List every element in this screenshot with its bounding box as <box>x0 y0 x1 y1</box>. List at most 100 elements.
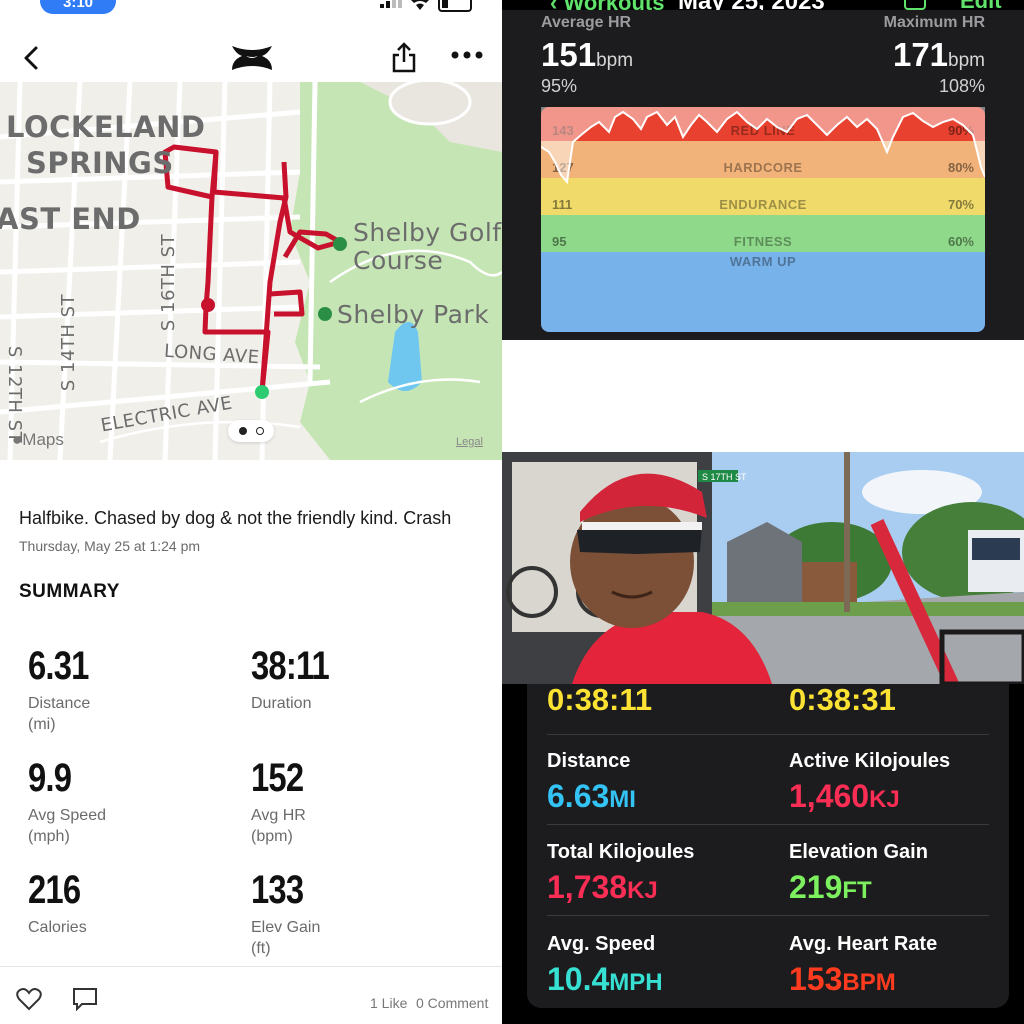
stat-avg-hr: 152 Avg HR (bpm) <box>251 756 451 847</box>
zone-name: ENDURANCE <box>719 197 807 212</box>
hr-zones-chart: 143 RED LINE 90% 127 HARDCORE 80% 111 EN… <box>541 107 985 332</box>
stat-value: 216 <box>28 868 81 912</box>
divider <box>547 734 989 735</box>
apple-logo-icon: ● <box>12 430 23 449</box>
route-map[interactable]: LOCKELAND SPRINGS AST END S 16TH ST S 14… <box>0 82 502 460</box>
page-dot-inactive <box>255 427 264 435</box>
workout-time: 0:38:11 <box>547 684 653 717</box>
selfie-photo: S 17TH ST <box>502 452 1024 684</box>
post-footer: 1 Like 0 Comment <box>0 966 502 1024</box>
street-sign-text: S 17TH ST <box>702 472 747 482</box>
stat-unit: (mph) <box>28 828 70 845</box>
likes-count[interactable]: 1 Like <box>370 995 408 1011</box>
stat-value: 133 <box>251 868 304 912</box>
stat-unit: (mi) <box>28 716 56 733</box>
under-armour-logo-icon <box>232 46 272 70</box>
edit-button[interactable]: Edit <box>960 0 1002 13</box>
metric-value-avg-hr: 153BPM <box>789 961 896 997</box>
map-label-course: Course <box>353 246 444 275</box>
comment-icon[interactable] <box>72 987 98 1011</box>
cellular-signal-icon <box>380 0 402 8</box>
max-hr-percent: 108% <box>938 76 985 96</box>
top-nav <box>0 36 502 80</box>
zone-pct: 60% <box>947 234 974 249</box>
workout-details-card: 0:38:11 0:38:31 Distance 6.63MI Active K… <box>527 684 1009 1008</box>
zone-endurance: 111 ENDURANCE 70% <box>541 178 985 215</box>
stat-value: 152 <box>251 756 304 800</box>
max-hr-value: 171bpm <box>892 36 985 73</box>
divider <box>547 824 989 825</box>
map-legal-link[interactable]: Legal <box>456 436 483 448</box>
status-bar: 3:10 <box>0 0 502 14</box>
zone-warm-up: WARM UP <box>541 252 985 332</box>
map-label-14th-st: S 14TH ST <box>58 293 80 392</box>
zone-pct: 70% <box>947 197 974 212</box>
stat-value: 9.9 <box>28 756 72 800</box>
metric-label-avg-speed: Avg. Speed <box>547 933 656 955</box>
stat-duration: 38:11 Duration <box>251 644 451 714</box>
avg-hr-percent: 95% <box>541 76 578 96</box>
heart-rate-screen: ‹ Workouts May 25, 2023 Edit Average HR … <box>502 0 1024 340</box>
metric-label-avg-hr: Avg. Heart Rate <box>789 933 938 955</box>
map-label-springs: SPRINGS <box>26 146 174 180</box>
back-arrow-icon[interactable] <box>18 44 44 72</box>
stat-distance: 6.31 Distance (mi) <box>28 644 228 735</box>
page-dot-active <box>238 427 247 435</box>
zone-pct: 90% <box>947 123 974 138</box>
summary-title: SUMMARY <box>19 581 120 602</box>
post-date: Thursday, May 25 at 1:24 pm <box>19 538 201 554</box>
apple-maps-brand: ●Maps <box>12 430 64 449</box>
stat-unit: (bpm) <box>251 828 293 845</box>
zone-name: HARDCORE <box>723 160 803 175</box>
zone-bpm: 95 <box>552 234 567 249</box>
metric-label-elevation: Elevation Gain <box>789 841 928 863</box>
map-label-east-end: AST END <box>0 202 141 236</box>
zone-name: RED LINE <box>730 123 796 138</box>
metric-value-active-kj: 1,460KJ <box>789 778 900 814</box>
add-icon[interactable] <box>904 0 926 10</box>
zone-name: FITNESS <box>733 234 793 249</box>
zone-bpm: 143 <box>552 123 574 138</box>
map-label-shelby-golf: Shelby Golf <box>353 218 502 247</box>
under-armour-app: 3:10 <box>0 0 502 1024</box>
photo-image: S 17TH ST <box>502 452 1024 684</box>
map-label-lockeland: LOCKELAND <box>6 110 206 144</box>
zone-bpm: 111 <box>552 197 573 212</box>
share-icon[interactable] <box>390 40 418 74</box>
metric-value-avg-speed: 10.4MPH <box>547 961 663 997</box>
map-label-12th-st: S 12TH ST <box>4 345 26 444</box>
workout-details-screen: 0:38:11 0:38:31 Distance 6.63MI Active K… <box>502 684 1024 1024</box>
stat-label: Elev Gain <box>251 919 321 936</box>
zone-pct: 80% <box>947 160 974 175</box>
metric-value-distance: 6.63MI <box>547 778 636 814</box>
metric-label-distance: Distance <box>547 750 631 772</box>
zone-name: WARM UP <box>729 254 797 269</box>
stat-elev-gain: 133 Elev Gain (ft) <box>251 868 451 959</box>
elapsed-time: 0:38:31 <box>789 684 896 717</box>
comments-count[interactable]: 0 Comment <box>416 995 489 1011</box>
metric-value-elevation: 219FT <box>789 869 872 905</box>
more-options-icon[interactable] <box>450 50 484 60</box>
post-text: Halfbike. Chased by dog & not the friend… <box>19 508 452 528</box>
wifi-icon <box>411 0 429 10</box>
zone-fitness: 95 FITNESS 60% <box>541 215 985 252</box>
avg-hr-label: Average HR <box>541 14 632 31</box>
map-page-indicator[interactable] <box>228 420 274 442</box>
heart-icon[interactable] <box>16 987 42 1011</box>
zone-hardcore: 127 HARDCORE 80% <box>541 141 985 178</box>
stat-label: Avg HR <box>251 807 306 824</box>
metric-label-total-kj: Total Kilojoules <box>547 841 695 863</box>
battery-icon <box>438 0 472 12</box>
stat-value: 6.31 <box>28 644 89 688</box>
stat-label: Distance <box>28 695 91 712</box>
map-canvas <box>0 82 502 460</box>
chevron-left-icon: ‹ <box>550 0 564 15</box>
stat-value: 38:11 <box>251 644 330 688</box>
stat-label: Duration <box>251 695 312 712</box>
stat-label: Calories <box>28 919 87 936</box>
status-time: 3:10 <box>40 0 116 14</box>
metric-label-active-kj: Active Kilojoules <box>789 750 951 772</box>
max-hr-label: Maximum HR <box>883 14 985 31</box>
stat-unit: (ft) <box>251 940 271 957</box>
stat-calories: 216 Calories <box>28 868 228 938</box>
